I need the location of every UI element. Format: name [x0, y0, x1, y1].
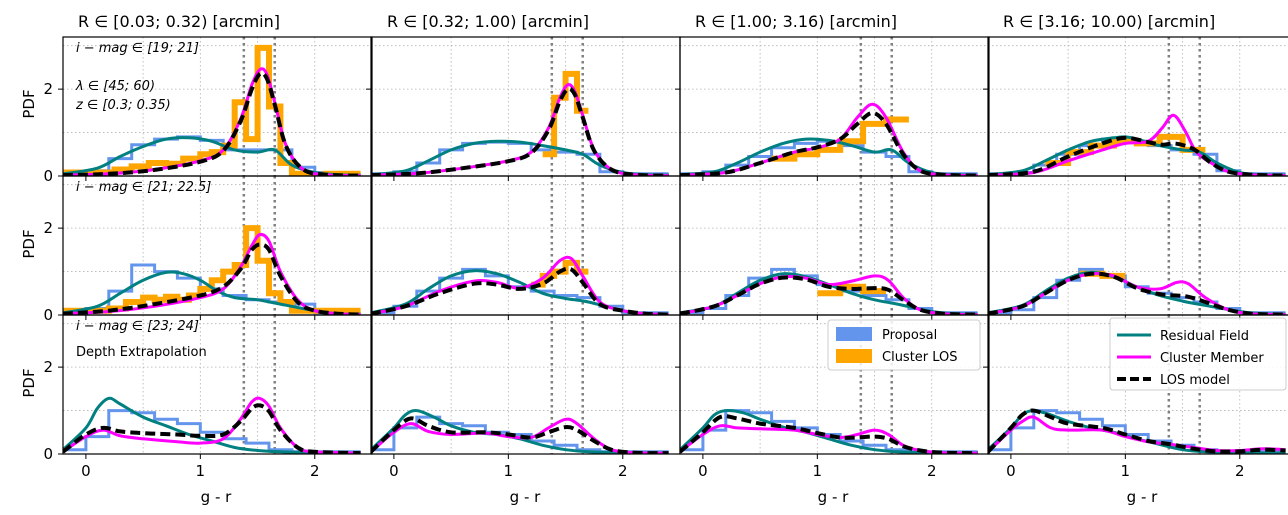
legend-label-cluster-member: Cluster Member — [1160, 351, 1264, 366]
column-title-1: R ∈ [0.03; 0.32) [arcmin] — [78, 12, 280, 31]
legend-histograms: Proposal Cluster LOS — [827, 319, 981, 371]
x-tick-label: 2 — [927, 462, 937, 480]
los-model-curve-row1-col2 — [371, 86, 669, 176]
proposal-histogram-row3-col1 — [63, 409, 361, 454]
proposal-histogram-row1-col2 — [371, 140, 669, 176]
column-title-4: R ∈ [3.16; 10.00) [arcmin] — [1003, 12, 1215, 31]
los-model-curve-row2-col1 — [63, 242, 361, 315]
cluster-los-histogram-row1-col4 — [1045, 133, 1206, 166]
residual-field-curve-row3-col1 — [63, 396, 361, 454]
x-tick-label: 0 — [389, 462, 399, 480]
los-model-curve-row3-col2 — [371, 416, 669, 454]
panel-frame-row3-col3 — [679, 314, 990, 455]
legend-lines: Residual Field Cluster Member LOS model — [1109, 317, 1287, 391]
vertical-reference-lines — [242, 37, 1201, 454]
panel-frame-row3-col4 — [987, 314, 1288, 455]
y-tick-label: 0 — [43, 306, 53, 324]
cluster-los-histogram-row2-col3 — [817, 283, 886, 297]
x-tick-label: 1 — [504, 462, 514, 480]
y-tick-label: 2 — [43, 358, 53, 376]
cluster-member-curve-row3-col4 — [988, 415, 1286, 453]
x-tick-label: 2 — [1235, 462, 1245, 480]
x-tick-label: 2 — [618, 462, 628, 480]
x-axis-label-col-3: g - r — [818, 488, 849, 506]
legend-label-los-model: LOS model — [1160, 373, 1230, 388]
los-model-curve-row2-col2 — [371, 266, 669, 315]
legend-label-cluster-los: Cluster LOS — [882, 350, 958, 365]
cluster-member-curve-row3-col2 — [371, 417, 669, 454]
proposal-histogram-row2-col2 — [371, 267, 669, 315]
panel-frames — [62, 36, 1288, 455]
los-model-curve-row3-col1 — [63, 403, 361, 454]
y-tick-label: 0 — [43, 167, 53, 185]
y-tick-label: 0 — [43, 445, 53, 463]
y-axis-label-row-3: PDF — [20, 368, 38, 397]
y-tick-label: 2 — [43, 80, 53, 98]
column-title-2: R ∈ [0.32; 1.00) [arcmin] — [387, 12, 589, 31]
y-tick-label: 2 — [43, 219, 53, 237]
column-title-3: R ∈ [1.00; 3.16) [arcmin] — [695, 12, 897, 31]
x-tick-label: 2 — [310, 462, 320, 480]
legend-swatch-proposal — [836, 327, 872, 341]
x-axis-label-col-1: g - r — [201, 488, 232, 506]
panel-frame-row1-col4 — [987, 36, 1288, 177]
x-tick-label: 0 — [1006, 462, 1016, 480]
tick-layer: 0 2 0 2 0 2 0 1 2 0 1 2 0 1 2 0 1 2 — [43, 80, 1244, 480]
proposal-histogram-row1-col3 — [680, 139, 978, 176]
x-tick-label: 0 — [81, 462, 91, 480]
proposal-histogram-row3-col2 — [371, 415, 669, 454]
los-model-curve-row3-col4 — [988, 408, 1286, 454]
annotation-redshift: z ∈ [0.3; 0.35) — [75, 98, 171, 113]
legend-swatch-cluster-los — [836, 349, 872, 363]
panel-frame-row3-col1 — [62, 314, 373, 455]
y-axis-label-row-2: PDF — [20, 229, 38, 258]
x-axis-label-col-2: g - r — [510, 488, 541, 506]
x-tick-label: 1 — [196, 462, 206, 480]
annotation-lambda: λ ∈ [45; 60) — [75, 79, 155, 94]
y-axis-label-row-1: PDF — [20, 89, 38, 118]
los-model-curve-row1-col3 — [680, 110, 978, 176]
curve-layer — [63, 67, 1286, 454]
proposal-histogram-row2-col4 — [988, 267, 1286, 315]
proposal-histogram-row2-col3 — [680, 267, 978, 315]
cluster-member-curve-row3-col3 — [680, 424, 978, 454]
legend-frame — [1109, 317, 1287, 391]
cluster-member-curve-row1-col4 — [988, 113, 1286, 176]
legend-label-residual-field: Residual Field — [1160, 329, 1249, 344]
x-tick-label: 1 — [1121, 462, 1131, 480]
annotation-depth-extrapolation: Depth Extrapolation — [76, 345, 207, 360]
annotation-imag-row-3: i − mag ∈ [23; 24] — [76, 319, 199, 334]
cluster-los-histogram-row1-col1 — [63, 44, 361, 176]
annotation-imag-row-1: i − mag ∈ [19; 21] — [76, 41, 199, 56]
annotation-imag-row-2: i − mag ∈ [21; 22.5] — [76, 180, 211, 195]
x-tick-label: 0 — [698, 462, 708, 480]
los-model-curve-row1-col4 — [988, 135, 1286, 176]
panel-frame-row1-col3 — [679, 36, 990, 177]
legend-label-proposal: Proposal — [882, 328, 937, 343]
panel-frame-row2-col4 — [987, 175, 1288, 316]
x-tick-label: 1 — [813, 462, 823, 480]
cluster-los-histogram-row1-col3 — [771, 116, 909, 162]
los-model-curve-row1-col1 — [63, 71, 361, 176]
los-model-curve-row2-col4 — [988, 271, 1286, 315]
proposal-histogram-row3-col3 — [680, 409, 978, 454]
x-axis-label-col-4: g - r — [1127, 488, 1158, 506]
los-model-curve-row2-col3 — [680, 275, 978, 315]
